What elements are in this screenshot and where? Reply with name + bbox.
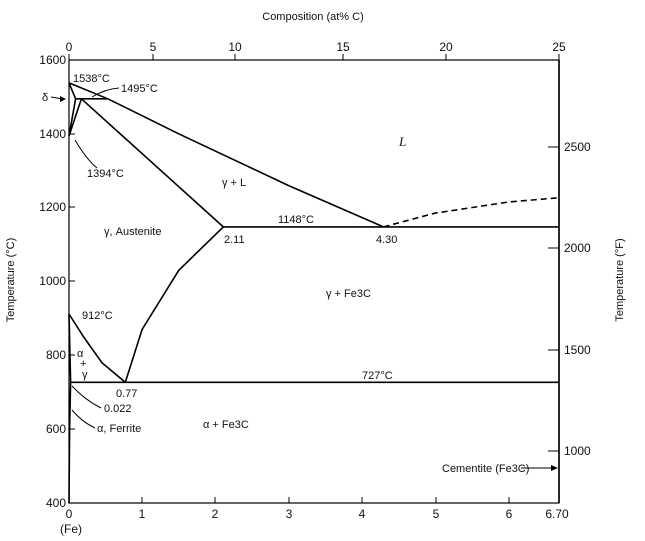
label-1495c: 1495°C	[121, 83, 158, 95]
label-211: 2.11	[224, 234, 245, 246]
cementite-label: Cementite (Fe3C)	[442, 463, 529, 475]
right-tick-label: 2500	[564, 140, 591, 154]
bottom-tick-label: 0	[66, 507, 73, 521]
label-912c: 912°C	[82, 310, 113, 322]
left-tick-label: 1200	[39, 200, 66, 214]
phase-boundary-9	[68, 313, 72, 383]
alpha-gamma-plus-label: +	[80, 358, 86, 370]
gamma-liquid-label: γ + L	[222, 177, 246, 189]
left-axis: 400 600 800 1000 1200 1400 1600 Temperat…	[5, 53, 75, 510]
top-tick-label: 25	[552, 40, 566, 54]
phase-boundary-8	[68, 313, 126, 383]
phase-boundary-2	[68, 98, 77, 137]
alpha-label: α	[77, 348, 84, 360]
alpha-fe3c-label: α + Fe3C	[203, 419, 249, 431]
left-tick-label: 400	[46, 496, 66, 510]
label-1538c: 1538°C	[73, 73, 110, 85]
leader-lines	[50, 87, 558, 471]
right-axis: 1000 1500 2000 2500 Temperature (°F)	[548, 140, 626, 458]
austenite-label: γ, Austenite	[104, 226, 161, 238]
label-1148c: 1148°C	[278, 214, 314, 226]
label-077: 0.77	[116, 388, 137, 400]
label-0022: 0.022	[104, 403, 132, 415]
plot-frame	[68, 59, 560, 504]
left-tick-label: 1600	[39, 53, 66, 67]
left-tick-label: 1400	[39, 127, 66, 141]
bottom-tick-label: 3	[286, 507, 293, 521]
bottom-tick-label: 1	[139, 507, 146, 521]
right-tick-label: 1500	[564, 343, 591, 357]
phase-boundary-1	[68, 82, 384, 228]
leader-1394	[74, 139, 98, 169]
bottom-tick-label: 5	[433, 507, 440, 521]
left-axis-title: Temperature (°C)	[5, 238, 17, 322]
label-430: 4.30	[376, 234, 397, 246]
phase-boundary-7	[124, 226, 224, 383]
top-tick-label: 20	[439, 40, 453, 54]
phase-boundary-3	[68, 98, 83, 137]
leader-ferrite	[71, 409, 96, 429]
fe-label: (Fe)	[60, 522, 82, 536]
phase-boundary-4	[80, 98, 224, 228]
top-tick-label: 15	[336, 40, 350, 54]
cementite-arrowhead	[551, 465, 558, 471]
right-tick-label: 2000	[564, 241, 591, 255]
phase-boundaries	[68, 60, 560, 504]
delta-arrowhead	[60, 96, 66, 102]
top-tick-label: 0	[66, 40, 73, 54]
top-tick-label: 10	[228, 40, 242, 54]
bottom-axis: 0 1 2 3 4 5 6 6.70 (Fe)	[60, 497, 569, 536]
phase-boundary-0	[68, 82, 77, 100]
bottom-tick-label: 6.70	[545, 507, 569, 521]
leader-1495	[91, 87, 120, 98]
gamma-fe3c-label: γ + Fe3C	[326, 288, 371, 300]
cementite-liquidus-dashed-0	[383, 196, 560, 228]
bottom-tick-label: 6	[506, 507, 513, 521]
top-axis-title: Composition (at% C)	[262, 11, 363, 23]
ferrite-label: α, Ferrite	[97, 423, 141, 435]
left-tick-label: 1000	[39, 274, 66, 288]
left-tick-label: 800	[46, 348, 66, 362]
liquid-label: L	[398, 134, 406, 149]
left-tick-label: 600	[46, 422, 66, 436]
label-727c: 727°C	[362, 370, 393, 382]
top-axis: 0 5 10 15 20 25	[66, 40, 566, 60]
delta-label: δ	[42, 92, 48, 104]
bottom-tick-label: 4	[359, 507, 366, 521]
label-1394c: 1394°C	[87, 168, 124, 180]
leader-0022	[71, 385, 102, 409]
bottom-tick-label: 2	[212, 507, 219, 521]
right-axis-title: Temperature (°F)	[614, 238, 626, 321]
gamma-small-label: γ	[82, 369, 88, 381]
top-tick-label: 5	[150, 40, 157, 54]
right-tick-label: 1000	[564, 444, 591, 458]
